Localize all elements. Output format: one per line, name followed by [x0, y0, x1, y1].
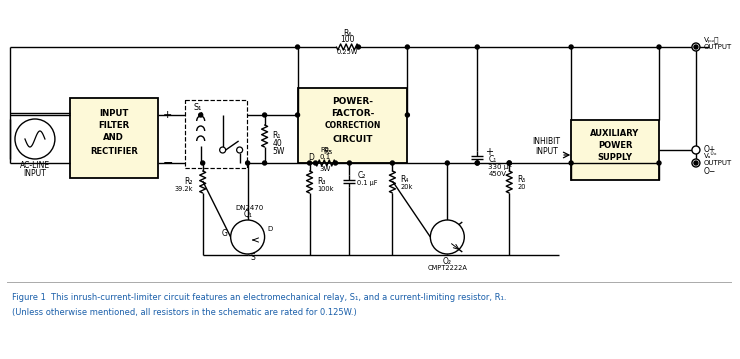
Bar: [571, 120, 659, 180]
Circle shape: [657, 161, 661, 165]
Circle shape: [569, 45, 573, 49]
Text: R₆: R₆: [343, 28, 352, 37]
Text: 450V: 450V: [488, 171, 506, 177]
Text: C₁: C₁: [488, 154, 497, 163]
Circle shape: [295, 45, 300, 49]
Text: −: −: [163, 157, 173, 169]
Text: S₁: S₁: [194, 103, 202, 112]
Text: 5W: 5W: [272, 146, 285, 155]
Circle shape: [231, 220, 265, 254]
Circle shape: [694, 161, 698, 165]
Text: OUTPUT: OUTPUT: [704, 44, 732, 50]
Text: SUPPLY: SUPPLY: [598, 154, 633, 163]
Circle shape: [692, 146, 700, 154]
Text: R₂: R₂: [184, 177, 192, 186]
Circle shape: [199, 113, 203, 117]
Text: 40: 40: [272, 139, 283, 148]
Text: R₄: R₄: [400, 174, 408, 183]
Circle shape: [263, 161, 266, 165]
Text: 20k: 20k: [400, 184, 413, 190]
Text: S: S: [251, 253, 255, 262]
Text: CIRCUIT: CIRCUIT: [332, 135, 373, 144]
Text: INPUT: INPUT: [99, 108, 129, 117]
Circle shape: [357, 45, 360, 49]
Text: Rᴄₛ: Rᴄₛ: [320, 147, 331, 153]
Circle shape: [694, 45, 698, 49]
Circle shape: [314, 161, 317, 165]
Text: AND: AND: [104, 132, 124, 141]
Text: FACTOR-: FACTOR-: [331, 109, 374, 118]
Text: FILTER: FILTER: [98, 121, 130, 130]
Text: G: G: [222, 229, 228, 238]
Circle shape: [406, 113, 409, 117]
Bar: [185, 100, 246, 168]
Text: CS: CS: [326, 150, 333, 155]
Circle shape: [348, 161, 351, 165]
Circle shape: [15, 119, 55, 159]
Circle shape: [475, 161, 480, 165]
Text: C₂: C₂: [357, 171, 366, 180]
Text: AUXILIARY: AUXILIARY: [591, 130, 639, 139]
Text: POWER-: POWER-: [332, 98, 373, 107]
Circle shape: [507, 161, 511, 165]
Text: R₁: R₁: [272, 131, 281, 140]
Text: VₚₔⲜ: VₚₔⲜ: [704, 37, 719, 43]
Text: R₅: R₅: [517, 174, 525, 183]
Text: 0.1: 0.1: [320, 154, 331, 160]
Text: R₃: R₃: [317, 177, 326, 186]
Text: INPUT: INPUT: [535, 146, 557, 155]
Text: INPUT: INPUT: [24, 168, 47, 177]
Circle shape: [692, 159, 700, 167]
Text: CORRECTION: CORRECTION: [324, 121, 380, 131]
Circle shape: [569, 161, 573, 165]
Text: 330 μF: 330 μF: [488, 164, 513, 170]
Text: 0.1 μF: 0.1 μF: [357, 180, 378, 186]
Text: CMPT2222A: CMPT2222A: [428, 265, 467, 271]
Text: D: D: [268, 226, 273, 232]
Circle shape: [475, 161, 480, 165]
Circle shape: [391, 161, 394, 165]
Text: 39.2k: 39.2k: [174, 186, 192, 192]
Text: Figure 1  This inrush-current-limiter circuit features an electromechanical rela: Figure 1 This inrush-current-limiter cir…: [12, 293, 506, 302]
Bar: [70, 98, 158, 178]
Circle shape: [220, 147, 226, 153]
Circle shape: [295, 113, 300, 117]
Text: RECTIFIER: RECTIFIER: [90, 146, 138, 155]
Circle shape: [507, 161, 511, 165]
Circle shape: [237, 147, 243, 153]
Text: R: R: [323, 146, 329, 155]
Circle shape: [445, 161, 449, 165]
Circle shape: [201, 161, 205, 165]
Text: Vₐᵁˣ: Vₐᵁˣ: [704, 153, 718, 159]
Text: INHIBIT: INHIBIT: [532, 137, 560, 146]
Text: 3W: 3W: [320, 166, 332, 172]
Text: (Unless otherwise mentioned, all resistors in the schematic are rated for 0.125W: (Unless otherwise mentioned, all resisto…: [12, 308, 357, 317]
Text: 0.25W: 0.25W: [337, 49, 358, 55]
Circle shape: [431, 220, 464, 254]
Text: AC-LINE: AC-LINE: [20, 162, 50, 171]
Text: 100k: 100k: [317, 186, 334, 192]
Circle shape: [334, 161, 337, 165]
Text: OUTPUT: OUTPUT: [704, 160, 732, 166]
Circle shape: [308, 161, 312, 165]
Text: DN2470: DN2470: [235, 205, 263, 211]
Circle shape: [692, 43, 700, 51]
Circle shape: [246, 161, 249, 165]
Circle shape: [406, 45, 409, 49]
Text: 100: 100: [340, 36, 354, 45]
Text: O₂: O₂: [443, 256, 452, 266]
Text: 20: 20: [517, 184, 525, 190]
Text: POWER: POWER: [598, 141, 632, 150]
Text: +: +: [485, 147, 494, 157]
Text: D: D: [309, 153, 314, 162]
Circle shape: [657, 45, 661, 49]
Text: O−: O−: [704, 167, 716, 176]
Text: O+: O+: [704, 145, 716, 154]
Bar: [297, 88, 408, 163]
Circle shape: [263, 113, 266, 117]
Circle shape: [475, 45, 480, 49]
Text: +: +: [163, 110, 172, 120]
Text: Q₁: Q₁: [243, 210, 252, 219]
